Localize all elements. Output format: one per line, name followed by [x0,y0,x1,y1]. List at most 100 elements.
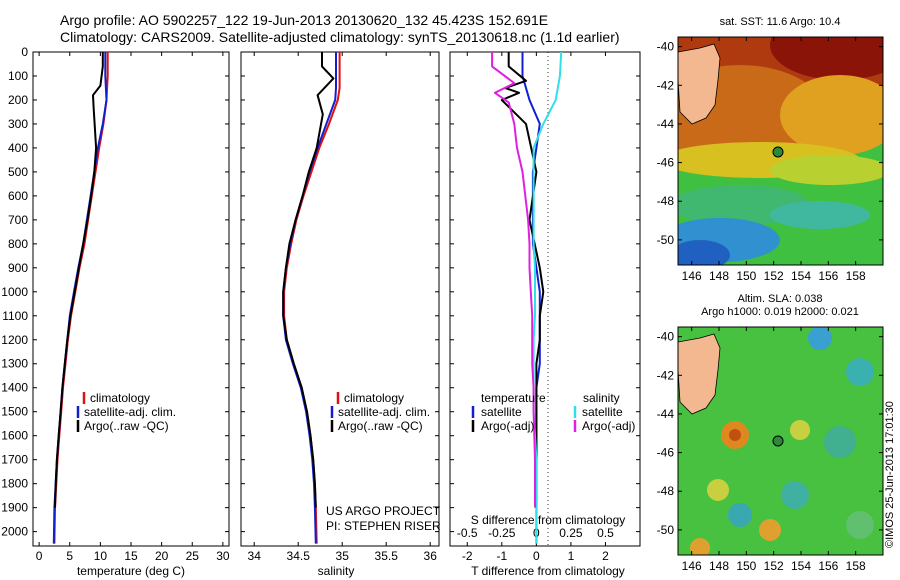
series-line-climatology [53,52,109,544]
depth-tick-label: 900 [8,261,28,275]
depth-tick-label: 1300 [1,357,28,371]
depth-tick-label: 600 [8,189,28,203]
lat-tick-label: -46 [657,446,675,460]
salinity-legend: climatology satellite-adj. clim. Argo(..… [330,391,430,433]
sla-map-title-2: Argo h1000: 0.019 h2000: 0.021 [701,306,859,318]
x-tick-label: -0.25 [488,526,516,540]
depth-tick-label: 1500 [1,405,28,419]
x-tick-label: 5 [66,549,73,563]
tasmania-land [678,43,721,125]
depth-tick-label: 1400 [1,381,28,395]
depth-tick-label: 1900 [1,501,28,515]
series-line-satellite-adj-clim- [52,52,108,544]
x-tick-label: 34.5 [287,549,311,563]
x-tick-label: 35 [336,549,350,563]
depth-tick-label: 400 [8,141,28,155]
sst-map-frame [677,36,884,266]
lat-tick-label: -46 [657,156,675,170]
difference-legend: temperature salinity satellite Argo(-adj… [471,391,635,433]
lon-tick-label: 158 [846,559,866,573]
series-line-salinity-satellite [532,52,563,544]
sst-map-title: sat. SST: 11.6 Argo: 10.4 [720,16,841,28]
sst-field [678,37,883,265]
float-position-marker [772,146,784,158]
series-line-temperature-argo-adj- [500,52,545,508]
lon-tick-label: 146 [682,269,702,283]
lat-tick-label: -48 [657,194,675,208]
sla-map-frame [677,326,884,556]
x-tick-label: 15 [124,549,138,563]
series-line-argo-raw-qc- [54,52,104,508]
temperature-x-label: temperature (deg C) [77,564,185,578]
depth-tick-label: 1200 [1,333,28,347]
legend-label-climatology: climatology [90,391,150,405]
depth-tick-label: 1800 [1,477,28,491]
difference-series [491,52,563,544]
title-line-1: Argo profile: AO 5902257_122 19-Jun-2013… [60,12,548,28]
lon-tick-label: 148 [709,559,729,573]
sst-map: sat. SST: 11.6 Argo: 10.4 -40-42-44-46-4… [657,16,884,283]
sla-map-ticks: -40 -42 -44 -46 -48 -50 146 148 150 152 154 156 158 [657,327,883,573]
x-tick-label: -2 [462,549,473,563]
depth-tick-label: 1600 [1,429,28,443]
depth-tick-label: 0 [21,45,28,59]
series-line-salinity-argo-adj- [491,52,536,508]
series-line-climatology [283,52,341,544]
lat-tick-label: -44 [657,117,675,131]
lat-tick-label: -44 [657,407,675,421]
temperature-panel: 0 5 10 15 20 25 30 temperature (deg C) climato… [32,51,230,578]
x-tick-label: 2 [602,549,609,563]
depth-tick-label: 1000 [1,285,28,299]
lon-tick-label: 156 [818,269,838,283]
x-tick-label: 0 [36,549,43,563]
x-tick-label: 35.5 [375,549,399,563]
lon-tick-label: 154 [791,269,811,283]
lat-tick-label: -50 [657,233,675,247]
lon-tick-label: 152 [764,269,784,283]
difference-plot-frame [449,51,641,547]
lon-tick-label: 154 [791,559,811,573]
depth-tick-label: 1100 [2,309,28,323]
difference-x-ticks: -2 -1 0 1 2 [462,52,609,563]
x-tick-label: -0.5 [457,526,478,540]
title-line-2: Climatology: CARS2009. Satellite-adjuste… [60,29,620,45]
x-tick-label: 0 [533,549,540,563]
lon-tick-label: 150 [736,559,756,573]
depth-tick-label: 1700 [1,453,28,467]
pi-note: PI: STEPHEN RISER [326,519,441,533]
depth-axis-ticks: 0 100 200 300 400 500 600 700 800 900 1000 1100 1200… [1,45,640,539]
temperature-plot-frame [32,51,230,547]
legend-label-t-argo: Argo(-adj) [481,419,534,433]
lat-tick-label: -50 [657,523,675,537]
salinity-series [282,52,341,544]
x-tick-label: 25 [186,549,200,563]
lon-tick-label: 150 [736,269,756,283]
lon-tick-label: 158 [846,269,866,283]
lon-tick-label: 152 [764,559,784,573]
x-tick-label: 0.5 [597,526,614,540]
depth-tick-label: 200 [8,93,28,107]
legend-title-temperature: temperature [481,391,546,405]
legend-label-argo: Argo(..raw -QC) [338,419,423,433]
lat-tick-label: -40 [657,330,675,344]
salinity-plot-frame [240,51,440,547]
depth-tick-label: 2000 [1,525,28,539]
lon-tick-label: 146 [682,559,702,573]
legend-label-satellite: satellite-adj. clim. [338,405,430,419]
lon-tick-label: 148 [709,269,729,283]
depth-tick-label: 800 [8,237,28,251]
legend-label-satellite: satellite-adj. clim. [84,405,176,419]
temperature-legend: climatology satellite-adj. clim. Argo(..… [76,391,176,433]
x-tick-label: 36 [424,549,438,563]
sst-map-ticks: -40 -42 -44 -46 -48 -50 146 148 150 152 154 156 158 [657,37,883,283]
sla-map-title-1: Altim. SLA: 0.038 [738,293,823,305]
x-tick-label: 30 [216,549,230,563]
imos-timestamp: ©IMOS 25-Jun-2013 17:01:30 [884,401,896,548]
legend-label-t-satellite: satellite [481,405,522,419]
legend-label-s-satellite: satellite [582,405,623,419]
x-tick-label: -1 [496,549,507,563]
depth-tick-label: 300 [8,117,28,131]
difference-panel: -2 -1 0 1 2 -0.5 -0.25 0 0.25 0.5 S difference f… [449,51,641,578]
temperature-series [52,52,109,544]
